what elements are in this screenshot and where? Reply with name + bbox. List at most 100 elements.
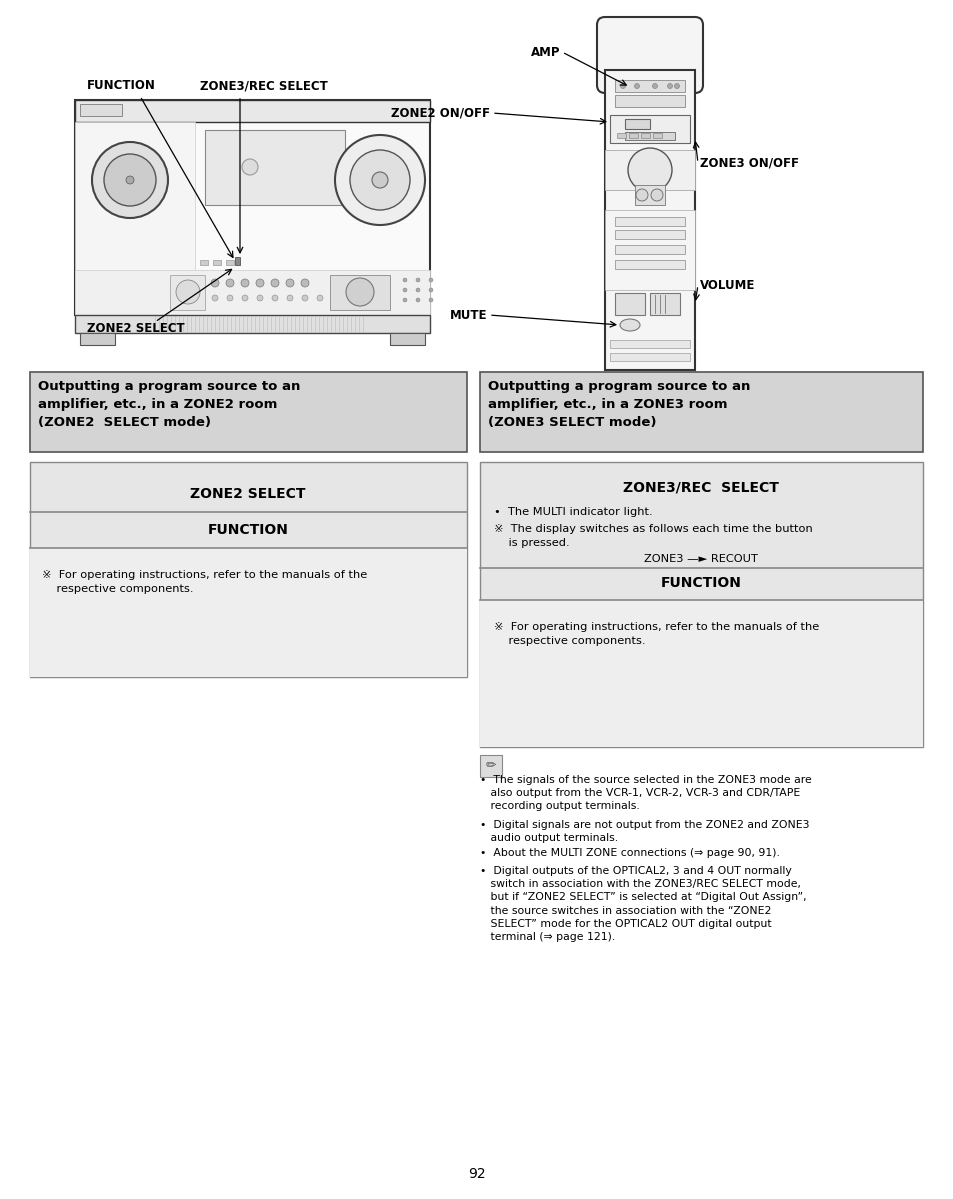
Circle shape xyxy=(429,288,433,293)
Bar xyxy=(609,115,689,143)
Circle shape xyxy=(256,295,263,301)
Circle shape xyxy=(302,295,308,301)
Circle shape xyxy=(126,176,133,183)
Bar xyxy=(615,230,684,239)
Text: •  About the MULTI ZONE connections (⇒ page 90, 91).: • About the MULTI ZONE connections (⇒ pa… xyxy=(479,848,779,858)
Bar xyxy=(609,353,689,361)
Text: •  The signals of the source selected in the ZONE3 mode are
   also output from : • The signals of the source selected in … xyxy=(479,775,811,812)
Bar xyxy=(604,150,695,189)
Bar xyxy=(330,275,390,311)
Text: ※  For operating instructions, refer to the manuals of the
    respective compon: ※ For operating instructions, refer to t… xyxy=(494,622,819,646)
Bar xyxy=(234,257,240,265)
Circle shape xyxy=(416,278,419,282)
Ellipse shape xyxy=(619,319,639,331)
Text: ✏: ✏ xyxy=(485,759,496,772)
Circle shape xyxy=(255,279,264,287)
Text: ZONE2 ON/OFF: ZONE2 ON/OFF xyxy=(391,107,490,120)
Bar xyxy=(479,600,923,747)
Bar xyxy=(479,462,923,747)
Circle shape xyxy=(652,84,657,89)
Bar xyxy=(30,462,467,677)
Circle shape xyxy=(272,295,277,301)
Circle shape xyxy=(402,278,407,282)
Bar xyxy=(205,129,345,205)
Text: 92: 92 xyxy=(468,1167,485,1181)
Circle shape xyxy=(227,295,233,301)
Bar xyxy=(80,333,115,345)
Circle shape xyxy=(226,279,233,287)
Text: ZONE2 SELECT: ZONE2 SELECT xyxy=(190,487,305,501)
Text: •  The MULTI indicator light.: • The MULTI indicator light. xyxy=(494,507,652,517)
Text: VOLUME: VOLUME xyxy=(700,278,755,291)
Text: •  Digital signals are not output from the ZONE2 and ZONE3
   audio output termi: • Digital signals are not output from th… xyxy=(479,820,809,843)
Circle shape xyxy=(316,295,323,301)
Circle shape xyxy=(650,189,662,201)
Text: ZONE3 ON/OFF: ZONE3 ON/OFF xyxy=(700,157,799,169)
Circle shape xyxy=(636,189,647,201)
Bar xyxy=(615,217,684,225)
Circle shape xyxy=(301,279,309,287)
Bar xyxy=(75,270,430,315)
Text: FUNCTION: FUNCTION xyxy=(208,523,288,537)
Bar xyxy=(479,755,501,777)
Bar xyxy=(213,260,221,265)
Circle shape xyxy=(416,299,419,302)
Bar xyxy=(390,333,424,345)
Text: ※  The display switches as follows each time the button
    is pressed.: ※ The display switches as follows each t… xyxy=(494,524,812,548)
Bar xyxy=(628,133,638,138)
Text: ※  For operating instructions, refer to the manuals of the
    respective compon: ※ For operating instructions, refer to t… xyxy=(42,570,367,594)
Bar xyxy=(604,70,695,370)
Circle shape xyxy=(91,141,168,218)
Circle shape xyxy=(242,159,257,175)
Circle shape xyxy=(335,135,424,225)
Circle shape xyxy=(372,171,388,188)
Bar xyxy=(75,100,430,122)
Bar xyxy=(652,133,661,138)
Bar xyxy=(604,210,695,290)
Circle shape xyxy=(634,84,639,89)
Bar xyxy=(635,185,664,205)
Bar xyxy=(615,260,684,269)
Circle shape xyxy=(667,84,672,89)
FancyBboxPatch shape xyxy=(597,17,702,94)
Circle shape xyxy=(346,278,374,306)
Bar xyxy=(615,245,684,254)
Bar xyxy=(615,95,684,107)
Circle shape xyxy=(429,299,433,302)
Text: Outputting a program source to an
amplifier, etc., in a ZONE3 room
(ZONE3 SELECT: Outputting a program source to an amplif… xyxy=(488,380,750,429)
Bar xyxy=(615,80,684,92)
Text: ZONE3/REC  SELECT: ZONE3/REC SELECT xyxy=(622,480,778,494)
Bar xyxy=(640,133,649,138)
Text: FUNCTION: FUNCTION xyxy=(87,79,155,92)
Circle shape xyxy=(619,84,625,89)
Bar xyxy=(609,341,689,348)
Text: ZONE3/REC SELECT: ZONE3/REC SELECT xyxy=(200,79,328,92)
Circle shape xyxy=(104,153,156,206)
Bar xyxy=(624,132,675,140)
Bar xyxy=(200,260,208,265)
Text: MUTE: MUTE xyxy=(449,308,486,321)
Bar xyxy=(75,315,430,333)
Circle shape xyxy=(332,295,337,301)
Circle shape xyxy=(416,288,419,293)
Circle shape xyxy=(212,295,218,301)
Text: ZONE2 SELECT: ZONE2 SELECT xyxy=(87,323,185,335)
Bar xyxy=(226,260,233,265)
Bar xyxy=(30,372,467,452)
Bar xyxy=(617,133,625,138)
Circle shape xyxy=(287,295,293,301)
Circle shape xyxy=(271,279,278,287)
Circle shape xyxy=(429,278,433,282)
Circle shape xyxy=(350,150,410,210)
Bar xyxy=(170,275,205,311)
Circle shape xyxy=(674,84,679,89)
Circle shape xyxy=(402,299,407,302)
Circle shape xyxy=(175,281,200,305)
Circle shape xyxy=(241,279,249,287)
Circle shape xyxy=(402,288,407,293)
Text: AMP: AMP xyxy=(530,46,559,59)
Bar xyxy=(479,372,923,452)
Text: •  Digital outputs of the OPTICAL2, 3 and 4 OUT normally
   switch in associatio: • Digital outputs of the OPTICAL2, 3 and… xyxy=(479,866,806,942)
Text: ZONE3 —► RECOUT: ZONE3 —► RECOUT xyxy=(643,554,757,564)
Text: FUNCTION: FUNCTION xyxy=(659,576,740,590)
